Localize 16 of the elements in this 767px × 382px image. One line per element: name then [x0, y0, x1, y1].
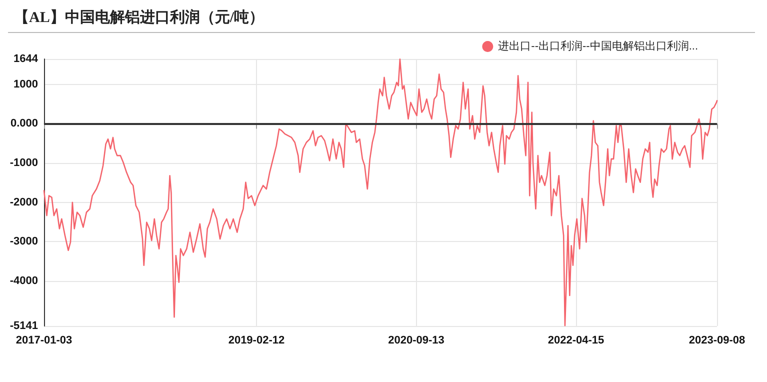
y-tick-label: -4000	[10, 275, 38, 288]
x-tick-label: 2017-01-03	[16, 334, 72, 346]
line-series	[43, 58, 718, 326]
x-tick-label: 2020-09-13	[388, 334, 444, 346]
y-tick-label: 1000	[14, 78, 38, 90]
y-tick-label: -1000	[10, 157, 38, 170]
y-tick-label: 1644	[14, 53, 39, 65]
x-tick-label: 2022-04-15	[548, 334, 604, 346]
chart-title: 【AL】中国电解铝进口利润（元/吨）	[14, 8, 264, 27]
y-tick-label: -3000	[10, 236, 38, 248]
legend-label: 进出口--出口利润--中国电解铝出口利润...	[498, 40, 698, 52]
x-tick-label: 2023-09-08	[688, 334, 746, 346]
x-tick-label: 2019-02-12	[228, 334, 285, 346]
y-tick-label: -5141	[10, 320, 38, 332]
y-tick-label: -2000	[10, 196, 38, 208]
y-tick-label: 0.000	[10, 118, 38, 130]
